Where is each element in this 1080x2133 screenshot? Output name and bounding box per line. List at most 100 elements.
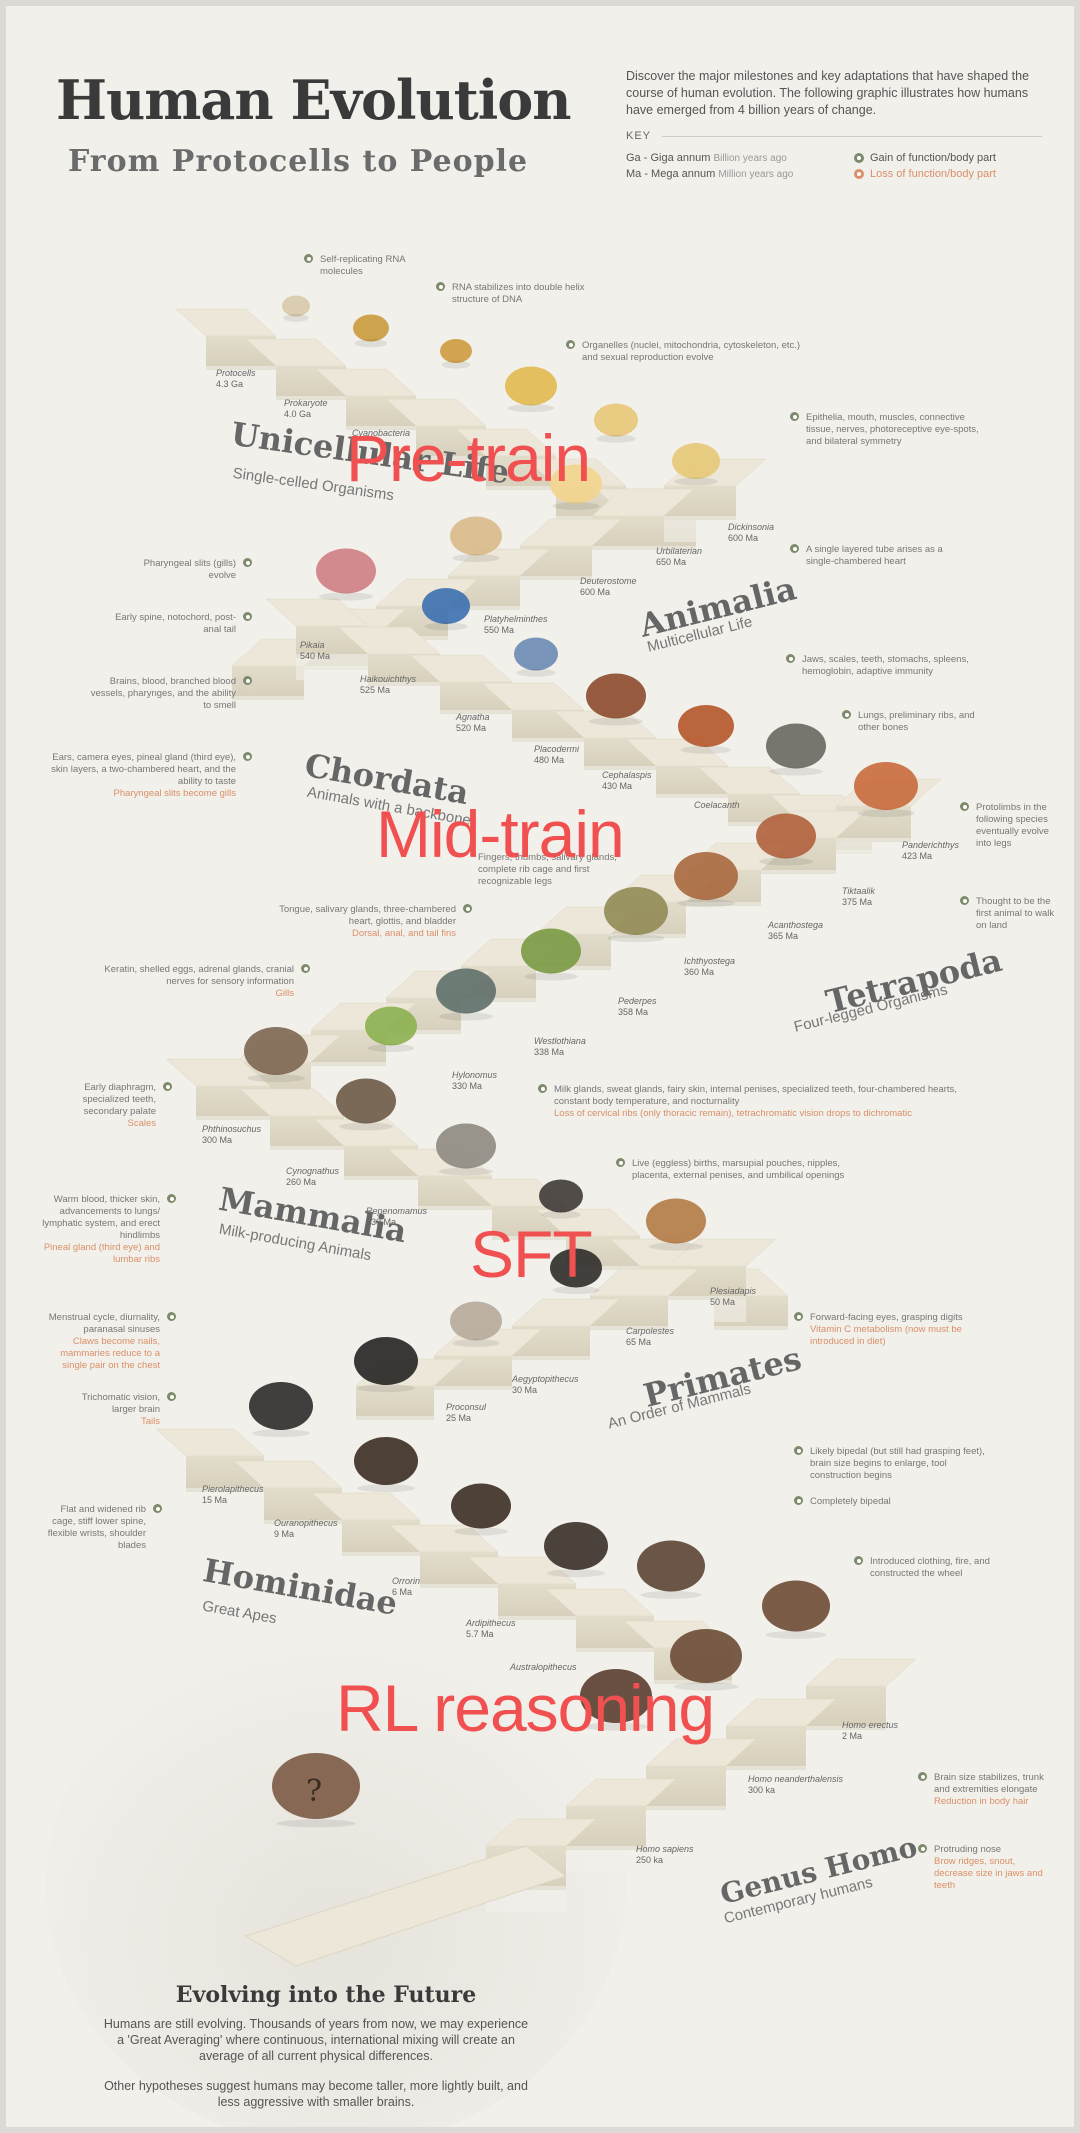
- page-subtitle: From Protocells to People: [68, 144, 529, 179]
- creature-figure: [450, 516, 502, 556]
- stair-shadow: [344, 1176, 418, 1202]
- creature-shadow: [516, 668, 556, 677]
- step-label: Orrorin 6 Ma: [392, 1576, 421, 1597]
- note: Likely bipedal (but still had grasping f…: [794, 1446, 1000, 1482]
- creature-shadow: [640, 1590, 702, 1599]
- overlay-sft: SFT: [470, 1217, 593, 1291]
- creature-figure: [436, 968, 496, 1014]
- creature-shadow: [357, 1484, 415, 1493]
- creature-figure: [244, 1027, 308, 1075]
- stair-shadow: [668, 1296, 746, 1322]
- note: RNA stabilizes into double helix structu…: [436, 282, 592, 306]
- creature-figure: [353, 314, 389, 342]
- step-label: Westlothiana 338 Ma: [534, 1036, 586, 1057]
- step-label: Haikouichthys 525 Ma: [360, 674, 417, 695]
- stair-shadow: [664, 516, 736, 542]
- stair-tread: [805, 1658, 917, 1687]
- stair-shadow: [368, 682, 440, 708]
- key-ma-label: Ma - Mega annum: [626, 168, 716, 180]
- step-label: Deuterostome 600 Ma: [580, 576, 637, 597]
- note: Introduced clothing, fire, and construct…: [854, 1556, 1010, 1580]
- creature-shadow: [765, 1630, 827, 1639]
- future-halo: [46, 1626, 626, 2127]
- future-title: Evolving into the Future: [175, 1982, 477, 2008]
- staircase-illustration: ?: [46, 295, 942, 2127]
- creature-figure: [282, 295, 310, 317]
- stair-shadow: [264, 1520, 342, 1546]
- creature-figure: [354, 1437, 418, 1485]
- creature-shadow: [452, 554, 500, 563]
- note: Live (eggless) births, marsupial pouches…: [616, 1158, 872, 1182]
- key-ga-desc: Billion years ago: [713, 153, 787, 164]
- creature-figure: [440, 339, 472, 363]
- stair-shadow: [486, 486, 556, 512]
- key-title: KEY: [626, 130, 652, 142]
- stair-shadow: [418, 1206, 492, 1232]
- creature-shadow: [769, 767, 823, 776]
- creature-shadow: [339, 1122, 393, 1131]
- overlay-pretrain: Pre-train: [346, 421, 591, 495]
- note: Self-replicating RNA molecules: [304, 254, 430, 278]
- creature-figure: [450, 1301, 502, 1341]
- key-loss-label: Loss of function/body part: [870, 168, 996, 180]
- creature-figure: [586, 673, 646, 719]
- creature-figure: [249, 1382, 313, 1430]
- step-label: Australopithecus: [510, 1662, 577, 1672]
- note: Early diaphragm, specialized teeth, seco…: [46, 1082, 172, 1130]
- creature-shadow: [589, 717, 643, 726]
- page-title: Human Evolution: [56, 68, 572, 132]
- stair-tread: [175, 308, 277, 337]
- note: Protolimbs in the following species even…: [960, 802, 1056, 850]
- stair-shadow: [206, 366, 276, 392]
- note: Fingers, thumbs, salivary glands, comple…: [478, 852, 617, 887]
- stair-shadow: [590, 1326, 668, 1352]
- step-label: Pierolapithecus 15 Ma: [202, 1484, 264, 1505]
- future-platform: [244, 1845, 568, 1967]
- key-divider: [662, 136, 1042, 137]
- intro-text: Discover the major milestones and key ad…: [626, 69, 1030, 117]
- creature-figure: [422, 588, 470, 624]
- creature-shadow: [424, 622, 468, 631]
- creature-shadow: [649, 1242, 703, 1251]
- key-gain-label: Gain of function/body part: [870, 152, 996, 164]
- step-label: Tiktaalik 375 Ma: [842, 886, 875, 907]
- creature-shadow: [276, 1819, 356, 1828]
- creature-figure: [580, 1669, 652, 1723]
- creature-figure: [756, 813, 816, 859]
- future-paragraph-2: Other hypotheses suggest humans may beco…: [104, 2079, 528, 2109]
- stair-shadow: [342, 1552, 420, 1578]
- creature-figure: [594, 403, 638, 437]
- creature-figure: [854, 762, 918, 810]
- stair-shadow: [440, 710, 512, 736]
- note: Keratin, shelled eggs, adrenal glands, c…: [94, 964, 310, 1000]
- creature-shadow: [441, 360, 471, 369]
- step-label: Protocells 4.3 Ga: [216, 368, 256, 389]
- step-label: Cynognathus 260 Ma: [286, 1166, 340, 1187]
- loss-icon: [854, 169, 864, 180]
- stair-shadow: [512, 738, 584, 764]
- step-label: Dickinsonia 600 Ma: [728, 522, 775, 543]
- note: Flat and widened rib cage, stiff lower s…: [36, 1504, 162, 1552]
- note: A single layered tube arises as a single…: [790, 544, 956, 568]
- step-label: Ouranopithecus 9 Ma: [274, 1518, 338, 1539]
- key-ma-desc: Million years ago: [718, 169, 794, 180]
- stair-shadow: [584, 766, 656, 792]
- creature-shadow: [552, 502, 600, 511]
- overlay-rl-reasoning: RL reasoning: [336, 1671, 715, 1745]
- note: Protruding nose Brow ridges, snout, decre…: [918, 1844, 1054, 1892]
- creature-figure: [678, 705, 734, 747]
- creature-shadow: [439, 1167, 493, 1176]
- stair-shadow: [686, 902, 761, 928]
- creature-shadow: [507, 404, 555, 413]
- step-label: Ardipithecus 5.7 Ma: [466, 1618, 516, 1639]
- creature-shadow: [367, 1044, 415, 1053]
- note: Brains, blood, branched blood vessels, p…: [86, 676, 252, 712]
- creature-shadow: [596, 434, 636, 443]
- creature-shadow: [283, 313, 309, 322]
- poster: Human Evolution From Protocells to Peopl…: [6, 6, 1074, 2127]
- stair-tread: [155, 1428, 265, 1457]
- note: Ears, camera eyes, pineal gland (third e…: [46, 752, 252, 800]
- creature-shadow: [583, 1722, 649, 1731]
- stair-shadow: [611, 934, 686, 960]
- stair-shadow: [761, 870, 836, 896]
